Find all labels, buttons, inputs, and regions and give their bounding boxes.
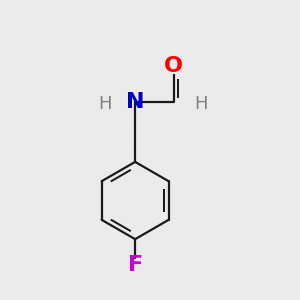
Text: N: N: [126, 92, 144, 112]
Text: F: F: [128, 255, 143, 275]
Text: H: H: [99, 95, 112, 113]
Text: H: H: [194, 95, 207, 113]
Text: O: O: [164, 56, 183, 76]
